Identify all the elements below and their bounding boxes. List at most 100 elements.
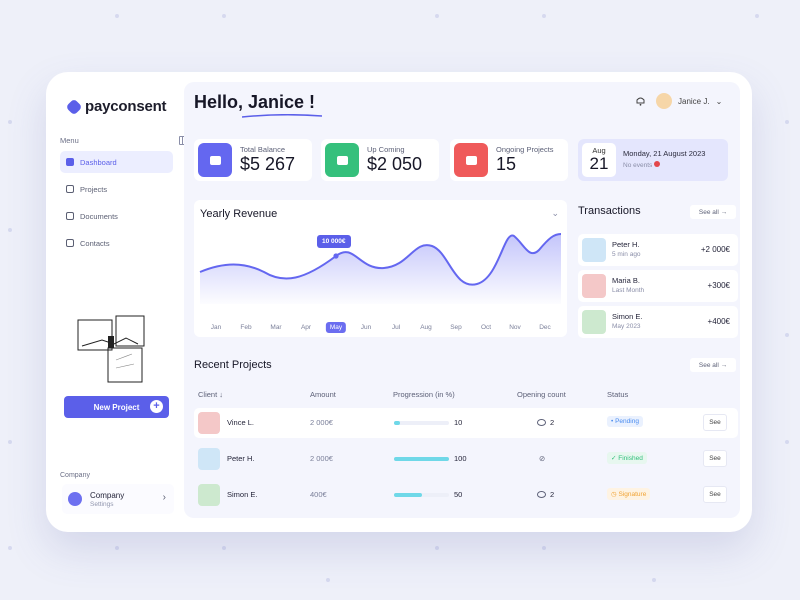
logo-icon <box>65 98 83 115</box>
see-all-label: See all <box>698 361 719 369</box>
date-events: No events <box>623 161 661 169</box>
avatar <box>582 238 606 262</box>
progress-bar <box>394 457 449 461</box>
new-project-button[interactable]: New Project + <box>64 396 169 418</box>
see-all-label: See all <box>698 208 719 216</box>
table-row[interactable]: Vince L. 2 000€ 10 2 • Pending See <box>194 408 738 438</box>
file-icon <box>66 185 74 193</box>
see-button[interactable]: See <box>703 486 727 503</box>
avatar <box>198 448 220 470</box>
sidebar-item-label: Projects <box>80 184 108 194</box>
avatar <box>656 93 672 109</box>
company-settings[interactable]: Company Settings › <box>62 484 174 514</box>
dashboard-icon <box>66 158 74 166</box>
client-name: Simon E. <box>227 490 258 499</box>
progress-fill <box>394 421 400 425</box>
recent-projects-title: Recent Projects <box>194 359 272 371</box>
transaction-item[interactable]: Maria B. Last Month +300€ <box>578 270 738 302</box>
amount: 2 000€ <box>310 418 333 427</box>
status-badge: • Pending <box>607 416 643 427</box>
eye-icon <box>537 419 546 426</box>
eye-off-icon: ⊘ <box>539 454 546 463</box>
revenue-point <box>333 253 339 259</box>
menu-title: Menu <box>60 136 79 145</box>
sidebar-item-contacts[interactable]: Contacts <box>60 232 173 254</box>
tx-time: 5 min ago <box>612 251 641 258</box>
avatar <box>582 274 606 298</box>
stat-value: 15 <box>496 154 517 174</box>
tx-name: Simon E. <box>612 312 643 321</box>
progress-value: 100 <box>454 454 467 463</box>
revenue-card: Yearly Revenue ⌄ 10 000€ Jan Feb Mar Apr… <box>194 200 567 337</box>
revenue-tooltip: 10 000€ <box>317 235 351 248</box>
stat-upcoming: Up Coming $2 050 <box>321 139 439 181</box>
transactions-title: Transactions <box>578 205 641 217</box>
main-content: Hello, Janice ! Janice J. ⌄ Total Balanc… <box>184 82 740 518</box>
column-client[interactable]: Client ↓ <box>198 390 224 399</box>
tx-name: Maria B. <box>612 276 640 285</box>
greeting-underline <box>242 114 322 118</box>
sidebar-nav: Dashboard Projects Documents Contacts <box>60 151 173 259</box>
table-row[interactable]: Peter H. 2 000€ 100 ⊘ ✓ Finished See <box>194 444 738 474</box>
month-label: Oct <box>480 324 492 331</box>
company-logo-icon <box>68 492 82 506</box>
stat-label: Up Coming <box>367 145 405 154</box>
stat-label: Ongoing Projects <box>496 145 554 154</box>
tx-amount: +2 000€ <box>700 245 730 254</box>
sidebar-item-documents[interactable]: Documents <box>60 205 173 227</box>
column-opening-count: Opening count <box>517 390 566 399</box>
user-icon <box>66 239 74 247</box>
column-progression: Progression (in %) <box>393 390 455 399</box>
month-label: Jul <box>391 324 401 331</box>
greeting: Hello, Janice ! <box>194 92 316 112</box>
stat-total-balance: Total Balance $5 267 <box>194 139 312 181</box>
month-label: Dec <box>539 324 551 331</box>
chevron-down-icon[interactable]: ⌄ <box>551 208 559 218</box>
month-label-active[interactable]: May <box>325 322 347 333</box>
progress-value: 50 <box>454 490 463 499</box>
amount: 400€ <box>310 490 327 499</box>
stat-ongoing-projects: Ongoing Projects 15 <box>450 139 568 181</box>
status-badge: ◷ Signature <box>607 488 651 500</box>
avatar <box>198 484 220 506</box>
month-label: Jan <box>210 324 222 331</box>
company-section-title: Company <box>60 472 90 479</box>
progress-fill <box>394 493 422 497</box>
progress-bar <box>394 493 449 497</box>
transactions-see-all-button[interactable]: See all → <box>690 205 736 219</box>
transaction-item[interactable]: Simon E. May 2023 +400€ <box>578 306 738 338</box>
stat-value: $2 050 <box>367 154 423 174</box>
date-month: Aug <box>592 146 606 155</box>
table-row[interactable]: Simon E. 400€ 50 2 ◷ Signature See <box>194 480 738 510</box>
calendar-date: Aug 21 <box>582 143 616 177</box>
sidebar-item-label: Dashboard <box>80 157 117 167</box>
date-card[interactable]: Aug 21 Monday, 21 August 2023 No events <box>578 139 728 181</box>
bell-icon[interactable] <box>636 96 645 106</box>
month-label: Mar <box>270 324 282 331</box>
sidebar-item-label: Contacts <box>80 238 110 248</box>
month-label: Feb <box>240 324 252 331</box>
wallet-icon <box>198 143 232 177</box>
sidebar-item-label: Documents <box>80 211 118 221</box>
eye-icon <box>537 491 546 498</box>
projects-see-all-button[interactable]: See all → <box>690 358 736 372</box>
progress-fill <box>394 457 449 461</box>
avatar <box>582 310 606 334</box>
amount: 2 000€ <box>310 454 333 463</box>
chevron-down-icon: ⌄ <box>715 96 723 106</box>
user-menu[interactable]: Janice J. ⌄ <box>656 93 722 109</box>
open-count: 2 <box>550 418 555 427</box>
transaction-item[interactable]: Peter H. 5 min ago +2 000€ <box>578 234 738 266</box>
sidebar: payconsent Menu Dashboard Projects Docum… <box>54 82 187 518</box>
see-button[interactable]: See <box>703 414 727 431</box>
tx-amount: +300€ <box>707 281 730 290</box>
status-badge: ✓ Finished <box>607 452 647 464</box>
wallet-icon <box>325 143 359 177</box>
event-dot-icon <box>654 161 661 167</box>
sidebar-item-projects[interactable]: Projects <box>60 178 173 200</box>
plus-icon: + <box>150 400 163 413</box>
see-button[interactable]: See <box>703 450 727 467</box>
new-project-label: New Project <box>93 402 140 412</box>
chart-icon <box>454 143 488 177</box>
sidebar-item-dashboard[interactable]: Dashboard <box>60 151 173 173</box>
